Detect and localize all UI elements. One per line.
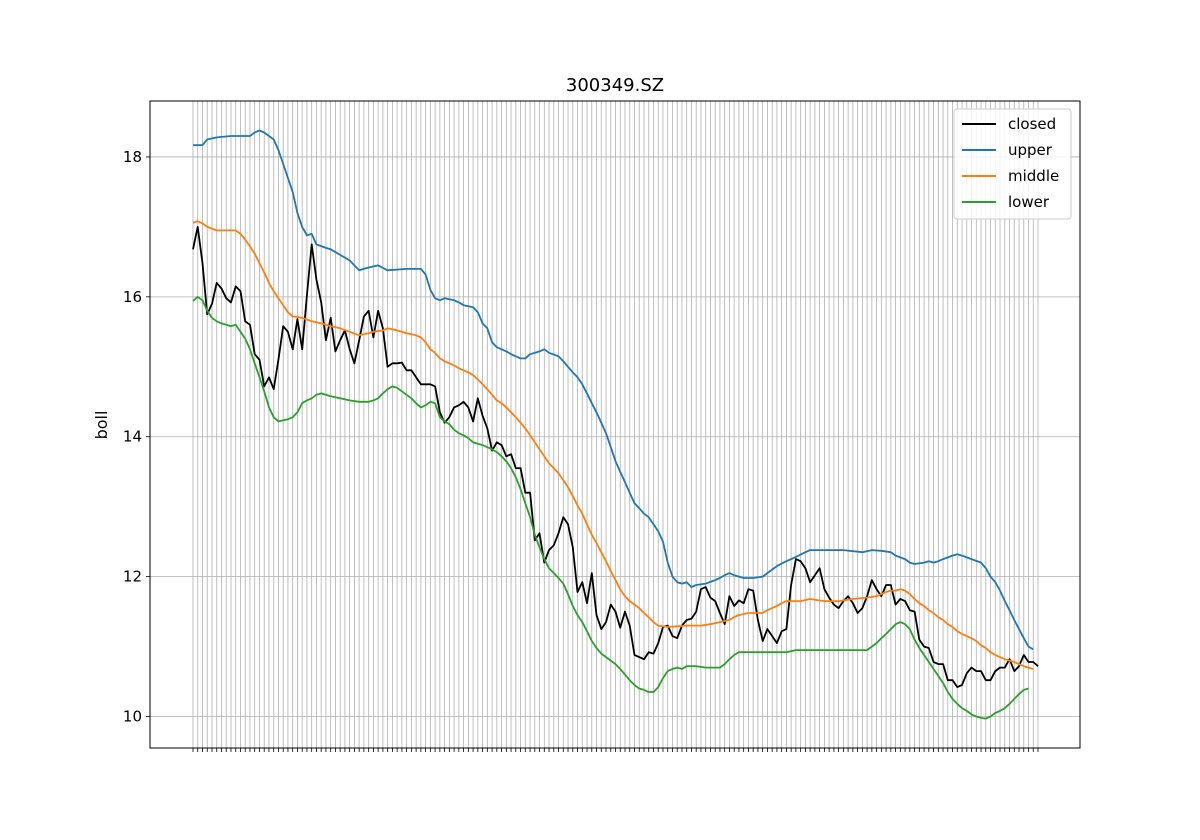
y-tick-label: 14 (123, 428, 142, 446)
legend-label-closed: closed (1008, 115, 1056, 133)
y-gridlines (150, 156, 1080, 717)
series-line-lower (192, 295, 1029, 720)
legend-box (953, 108, 1072, 220)
y-axis-label: boll (92, 411, 111, 440)
y-tick-label: 10 (123, 708, 142, 726)
series-line-upper (193, 129, 1034, 651)
y-axis: 10 12 14 16 18 (123, 148, 150, 726)
series-layer (192, 129, 1039, 720)
legend-label-lower: lower (1008, 193, 1050, 211)
legend: closed upper middle lower (953, 108, 1072, 220)
x-gridlines (192, 101, 1039, 748)
series-line-middle (192, 220, 1034, 670)
plot-frame (149, 100, 1081, 749)
chart-title: 300349.SZ (566, 75, 664, 96)
legend-label-middle: middle (1008, 167, 1059, 185)
y-tick-label: 18 (123, 148, 142, 166)
series-line-closed (192, 226, 1039, 688)
legend-label-upper: upper (1008, 141, 1053, 159)
y-tick-label: 16 (123, 288, 142, 306)
y-tick-label: 12 (123, 568, 142, 586)
x-axis (192, 748, 1039, 752)
